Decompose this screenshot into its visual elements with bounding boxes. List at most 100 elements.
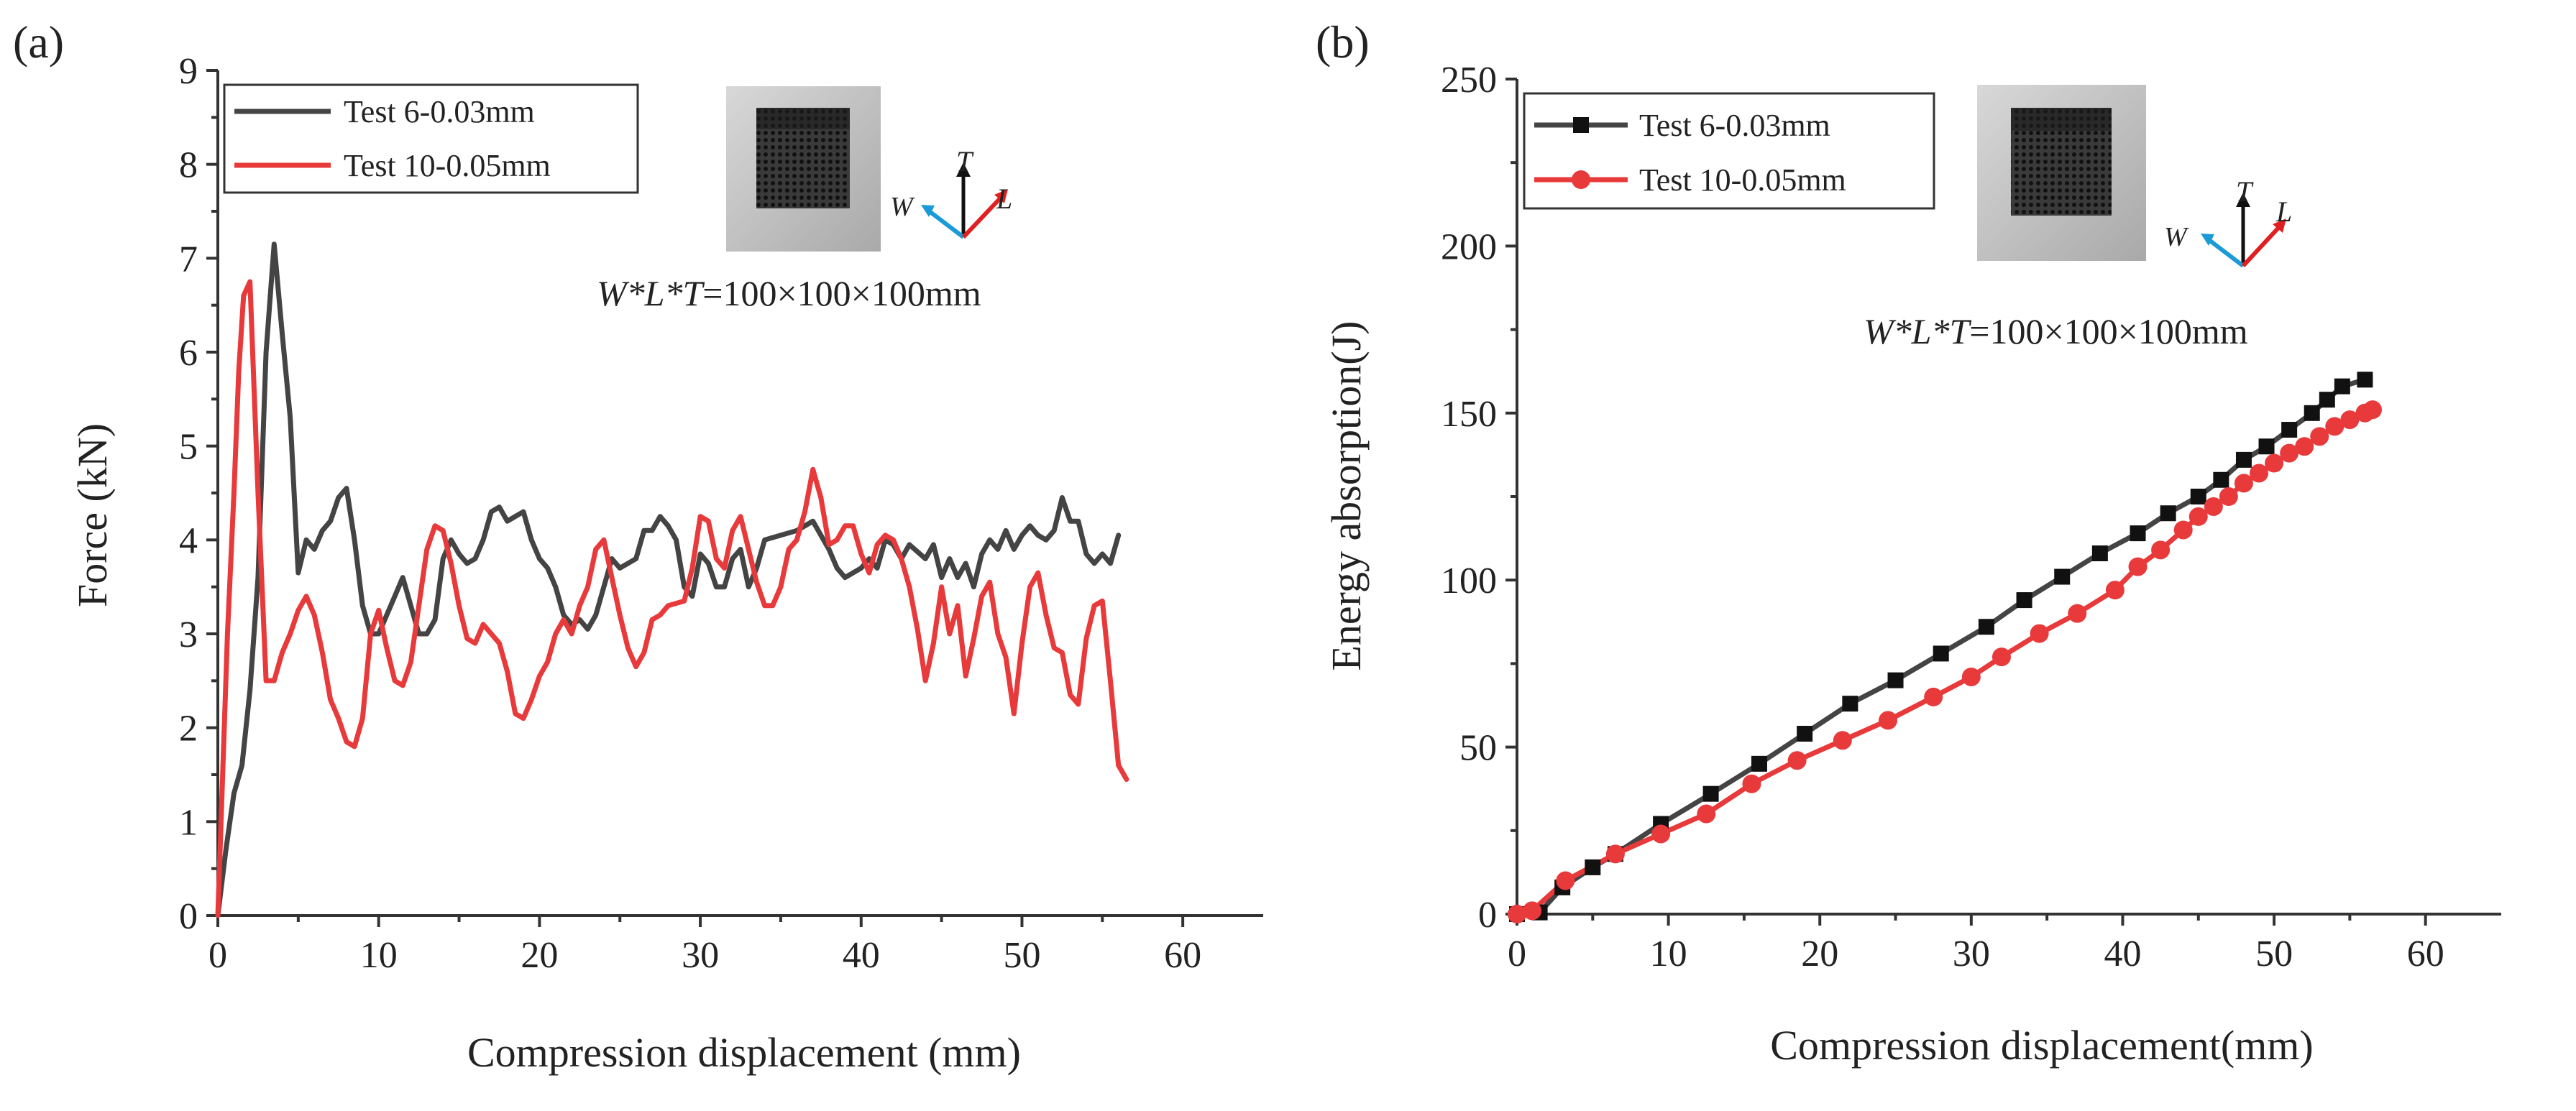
y-tick-label: 8 [179, 145, 198, 186]
data-point-circle [2068, 604, 2087, 623]
x-tick-label: 30 [1953, 933, 1990, 974]
panel-b-x-axis-title: Compression displacement(mm) [1770, 1022, 2313, 1069]
data-point-circle [2325, 417, 2344, 436]
x-tick-label: 60 [2407, 933, 2444, 974]
t-arrowhead [2236, 193, 2250, 207]
specimen-top [756, 108, 850, 129]
data-point-circle [1833, 731, 1852, 750]
panel-a-legend: Test 6-0.03mm Test 10-0.05mm [223, 83, 639, 194]
data-point-square [1702, 785, 1719, 802]
data-point-square [1797, 726, 1813, 742]
panel-a-plot: 0 10 20 30 40 50 60 0 1 2 3 4 5 6 7 8 9 [179, 51, 1263, 976]
data-point-square [1751, 755, 1767, 772]
y-tick-label: 7 [179, 239, 198, 280]
y-tick-label: 5 [179, 427, 198, 468]
x-tick-label: 20 [521, 935, 558, 976]
legend-label-test10: Test 10-0.05mm [1639, 162, 1846, 198]
data-point-circle [2151, 540, 2171, 560]
x-tick-label: 20 [1801, 933, 1838, 974]
x-tick-label: 50 [2255, 933, 2293, 974]
y-tick-label: 250 [1441, 60, 1497, 101]
l-arrowhead [2273, 218, 2286, 233]
panel-b-label: (b) [1316, 17, 1370, 68]
x-tick-label: 50 [1003, 935, 1040, 976]
dims-label: W*L*T [1864, 311, 1971, 351]
t-arrowhead [956, 162, 971, 177]
data-point-circle [2204, 497, 2223, 516]
y-tick-label: 200 [1441, 226, 1497, 267]
data-point-square [1887, 672, 1904, 688]
series-line-test6 [215, 241, 1122, 918]
series-line-test10 [215, 279, 1129, 918]
data-point-circle [1991, 647, 2011, 667]
l-label: L [2275, 195, 2292, 228]
legend-marker-circle [1572, 170, 1590, 189]
data-point-square [1978, 619, 1994, 635]
data-point-circle [1605, 844, 1625, 864]
panel-a-axes-triad: T W L [890, 145, 1012, 239]
w-label: W [890, 192, 915, 222]
data-point-circle [1879, 711, 1898, 730]
x-tick-label: 10 [360, 935, 398, 976]
data-point-circle [1787, 751, 1807, 770]
data-point-circle [2250, 464, 2269, 483]
data-point-square [2091, 545, 2108, 562]
y-tick-label: 3 [179, 614, 198, 655]
x-tick-label: 60 [1164, 935, 1201, 976]
data-point-square [1933, 645, 1949, 662]
panel-a-specimen-inset [726, 86, 881, 252]
x-tick-label: 30 [682, 935, 719, 976]
legend-label-test6: Test 6-0.03mm [344, 94, 535, 129]
w-arrowhead [2201, 234, 2214, 246]
data-point-circle [2234, 474, 2253, 493]
y-tick-label: 9 [179, 51, 198, 92]
data-point-square [2304, 405, 2320, 421]
data-point-square [2054, 568, 2071, 585]
x-tick-label: 0 [1508, 933, 1526, 974]
x-tick-label: 0 [208, 935, 227, 976]
data-point-circle [1523, 901, 1542, 921]
y-tick-label: 0 [1478, 895, 1497, 936]
panel-b-dims: W*L*T=100×100×100mm [1864, 311, 2248, 351]
panel-b-specimen-inset [1977, 85, 2146, 261]
w-arrow [926, 208, 965, 239]
panel-a: (a) 0 10 20 30 40 50 60 0 1 2 3 4 5 6 7 8 9 Compression … [13, 17, 1263, 1076]
y-tick-label: 0 [179, 896, 198, 937]
data-point-circle [2188, 507, 2208, 526]
y-tick-label: 2 [179, 709, 198, 750]
legend-label-test10: Test 10-0.05mm [344, 148, 551, 183]
data-point-square [2213, 471, 2229, 488]
data-point-circle [2295, 437, 2314, 456]
l-arrow [961, 195, 1003, 239]
data-point-circle [1697, 804, 1716, 824]
data-point-square [2130, 525, 2146, 542]
legend-marker-square [1573, 117, 1589, 133]
w-label: W [2164, 222, 2189, 252]
data-point-square [1842, 696, 1858, 712]
panel-b-legend: Test 6-0.03mm Test 10-0.05mm [1523, 92, 1935, 210]
data-point-square [2235, 451, 2252, 468]
y-tick-label: 100 [1441, 561, 1497, 601]
panel-a-x-axis-title: Compression displacement (mm) [467, 1029, 1021, 1076]
y-tick-label: 6 [179, 333, 198, 374]
panel-b: (b) 0 10 20 30 40 50 60 0 50 100 150 200 250 Compres… [1316, 17, 2501, 1069]
legend-label-test6: Test 6-0.03mm [1639, 108, 1830, 143]
data-point-circle [2280, 443, 2299, 463]
data-point-square [2281, 422, 2298, 438]
y-tick-label: 50 [1459, 728, 1497, 769]
data-point-square [2160, 505, 2176, 522]
data-point-circle [2340, 410, 2360, 430]
dims-label: W*L*T [597, 273, 705, 313]
dims-value: =100×100×100mm [702, 273, 981, 313]
data-point-circle [1651, 824, 1671, 844]
legend-box [223, 83, 639, 194]
panel-b-y-axis-title: Energy absorption(J) [1323, 321, 1370, 671]
l-arrowhead [994, 189, 1008, 203]
x-tick-label: 10 [1650, 933, 1687, 974]
y-tick-label: 4 [179, 520, 198, 561]
data-point-square [2016, 592, 2032, 609]
y-tick-label: 1 [179, 802, 198, 843]
data-point-square [2357, 372, 2373, 388]
l-arrow [2241, 225, 2281, 268]
